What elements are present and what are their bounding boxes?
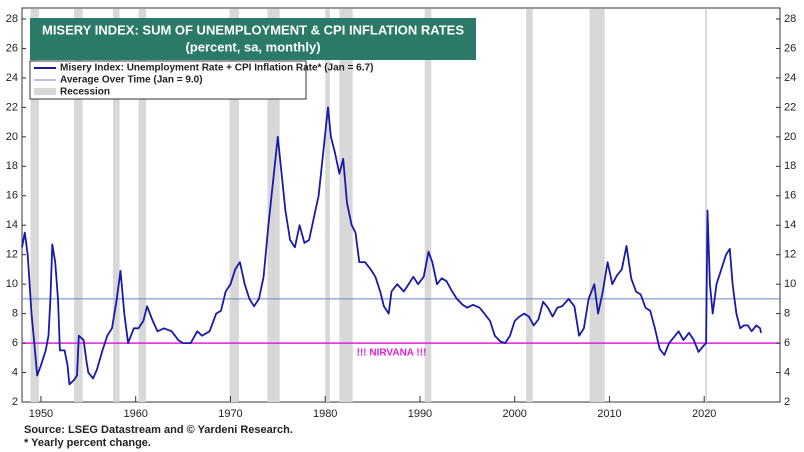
y2-tick-label: 16 xyxy=(784,190,796,202)
y-tick-label: 18 xyxy=(6,160,18,172)
y2-tick-label: 4 xyxy=(784,366,790,378)
y-tick-label: 16 xyxy=(6,190,18,202)
x-tick-label: 1970 xyxy=(218,408,242,420)
recession-band xyxy=(339,9,353,402)
recession-band xyxy=(424,9,432,402)
y2-tick-label: 10 xyxy=(784,278,796,290)
x-tick-label: 1980 xyxy=(313,408,337,420)
y2-tick-label: 8 xyxy=(784,308,790,320)
y-tick-label: 12 xyxy=(6,249,18,261)
recession-band xyxy=(229,9,239,402)
y-tick-label: 8 xyxy=(12,308,18,320)
reference-label: !!! NIRVANA !!! xyxy=(357,348,427,359)
y-tick-label: 24 xyxy=(6,72,18,84)
y2-tick-label: 6 xyxy=(784,337,790,349)
recession-band xyxy=(325,9,330,402)
x-tick-label: 2020 xyxy=(692,408,716,420)
x-tick-label: 2000 xyxy=(502,408,526,420)
y-tick-label: 28 xyxy=(6,13,18,25)
recession-band xyxy=(138,9,147,402)
y2-tick-label: 14 xyxy=(784,219,796,231)
legend-label: Average Over Time (Jan = 9.0) xyxy=(60,75,203,86)
recession-band xyxy=(705,9,708,402)
plot-area xyxy=(21,9,780,402)
y-tick-label: 10 xyxy=(6,278,18,290)
y-tick-label: 2 xyxy=(12,396,18,408)
legend-box xyxy=(29,60,307,100)
y-tick-label: 14 xyxy=(6,219,18,231)
y-tick-label: 22 xyxy=(6,101,18,113)
y2-tick-label: 26 xyxy=(784,42,796,54)
y2-tick-label: 20 xyxy=(784,131,796,143)
y2-tick-label: 12 xyxy=(784,249,796,261)
recession-band xyxy=(267,9,280,402)
x-tick-label: 1960 xyxy=(123,408,147,420)
y-tick-label: 6 xyxy=(12,337,18,349)
y2-tick-label: 22 xyxy=(784,101,796,113)
y2-tick-label: 28 xyxy=(784,13,796,25)
y-tick-label: 26 xyxy=(6,42,18,54)
source: Source: LSEG Datastream and © Yardeni Re… xyxy=(24,424,293,436)
title-box xyxy=(30,18,476,60)
x-tick-label: 2010 xyxy=(597,408,621,420)
recession-band xyxy=(30,9,40,402)
y-tick-label: 20 xyxy=(6,131,18,143)
x-tick-label: 1990 xyxy=(408,408,432,420)
chart-subtitle: (percent, sa, monthly) xyxy=(185,39,320,54)
note: * Yearly percent change. xyxy=(24,437,151,449)
y-tick-label: 4 xyxy=(12,366,18,378)
recession-band xyxy=(74,9,83,402)
recession-band xyxy=(112,9,120,402)
y2-tick-label: 2 xyxy=(784,396,790,408)
recession-band xyxy=(526,9,533,402)
x-tick-label: 1950 xyxy=(29,408,53,420)
y2-tick-label: 24 xyxy=(784,72,796,84)
chart-title: MISERY INDEX: SUM OF UNEMPLOYMENT & CPI … xyxy=(42,22,464,37)
legend-swatch xyxy=(34,88,56,95)
legend-label: Recession xyxy=(60,87,110,98)
legend-label: Misery Index: Unemployment Rate + CPI In… xyxy=(60,63,373,74)
y2-tick-label: 18 xyxy=(784,160,796,172)
series-line xyxy=(21,106,762,386)
